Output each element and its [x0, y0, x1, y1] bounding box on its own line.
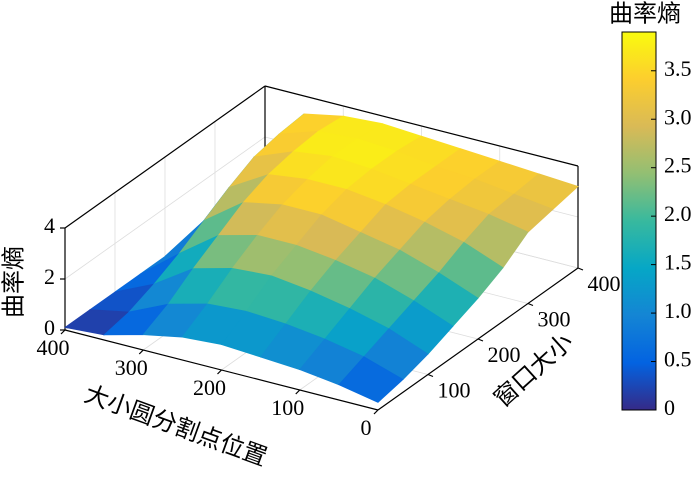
grid-line	[64, 136, 266, 280]
z-tick-label: 2	[44, 264, 55, 289]
y-tick	[577, 267, 584, 271]
axis-line	[64, 85, 266, 229]
y-tick	[527, 302, 534, 307]
x-tick-label: 200	[193, 375, 226, 400]
colorbar-tick-label: 1.0	[664, 298, 692, 323]
colorbar-tick-label: 1.5	[664, 250, 692, 275]
x-tick	[217, 369, 222, 375]
x-tick	[60, 329, 66, 335]
z-axis-label: 曲率熵	[1, 246, 28, 318]
colorbar-tick-label: 3.0	[664, 104, 692, 129]
y-tick	[427, 373, 434, 378]
x-tick-label: 400	[37, 335, 70, 360]
z-tick-label: 0	[44, 315, 55, 340]
colorbar-tick-label: 2.0	[664, 201, 692, 226]
z-tick-label: 4	[44, 213, 55, 238]
x-tick-label: 0	[361, 415, 372, 440]
y-tick-label: 300	[538, 307, 571, 332]
y-tick	[477, 338, 484, 342]
x-tick-label: 100	[271, 395, 304, 420]
colorbar-title: 曲率熵	[609, 1, 681, 28]
axis-line	[264, 85, 579, 167]
y-tick-label: 400	[588, 271, 621, 296]
x-tick	[295, 389, 301, 395]
x-axis-label: 大小圆分割点位置	[81, 381, 271, 472]
x-tick	[373, 409, 379, 415]
y-tick-label: 200	[488, 342, 521, 367]
colorbar-tick-label: 3.5	[664, 56, 692, 81]
y-tick-label: 100	[438, 378, 471, 403]
x-tick-label: 300	[115, 355, 148, 380]
colorbar-tick-label: 0	[664, 395, 675, 420]
x-tick	[138, 349, 144, 355]
colorbar-tick-label: 0.5	[664, 347, 692, 372]
y-axis-label: 窗口大小	[489, 328, 578, 412]
surface-patch	[338, 356, 404, 403]
colorbar	[621, 31, 657, 411]
colorbar-tick-label: 2.5	[664, 153, 692, 178]
